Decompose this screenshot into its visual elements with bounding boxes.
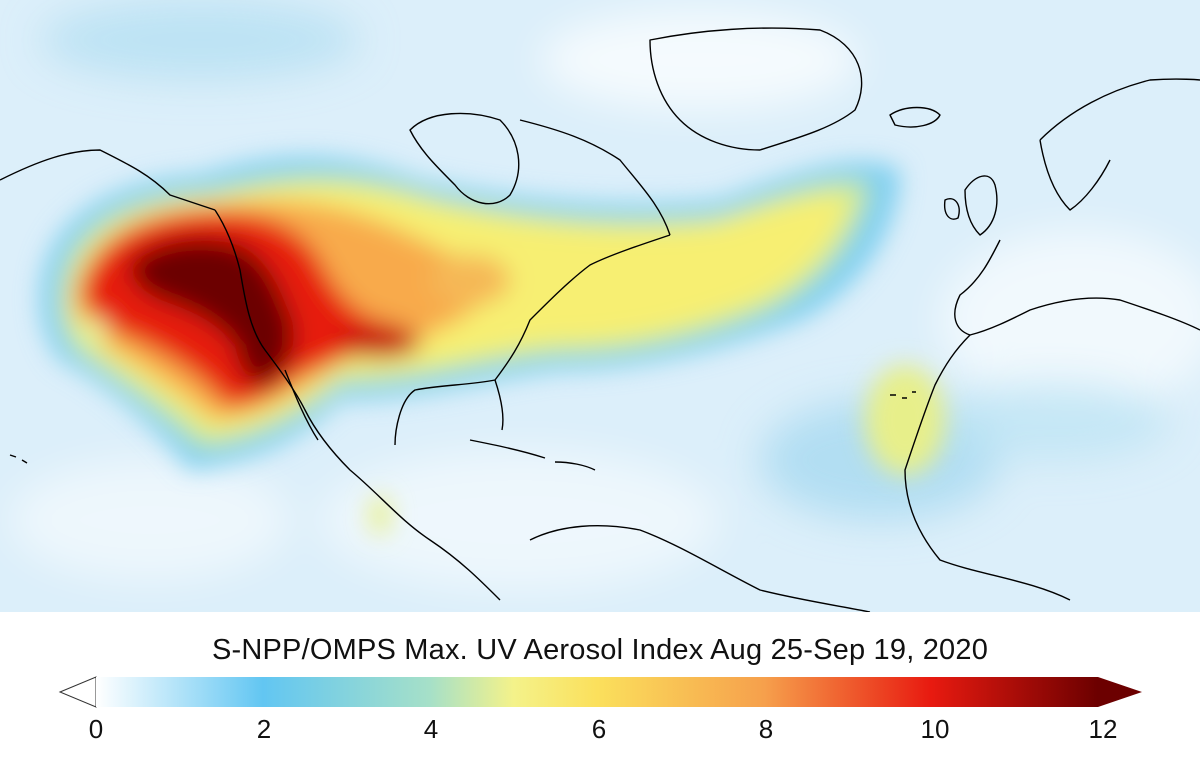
coast-europe [954,239,1200,336]
colorbar-tick-8: 8 [758,714,774,744]
colorbar [58,676,1142,708]
coast-cuba [469,439,546,459]
plume-yellow-africa [865,365,945,475]
colorbar-tick-4: 4 [423,714,439,744]
coast-baja [284,369,319,441]
coast-canaries [890,391,916,399]
coast-labrador [519,119,671,236]
coast-pacific-northwest [214,209,501,601]
colorbar-tick-0: 0 [88,714,104,744]
coast-ireland [943,198,960,220]
coast-hispaniola [554,461,596,471]
background-aerosol-field [10,0,1200,590]
coast-scandinavia [1039,78,1200,211]
smoke-plume [40,156,945,535]
aerosol-index-map [0,0,1200,612]
colorbar-tick-2: 2 [256,714,272,744]
coast-africa [904,334,1071,601]
plume-red-patch [340,326,420,358]
plume-yellow-pacific [370,495,390,535]
plume-orange-patch-east [430,255,510,305]
coast-britain [964,175,998,236]
colorbar-tick-10: 10 [920,714,950,744]
coast-hudson-bay [409,112,520,205]
plume-dark-red [129,238,294,386]
colorbar-tick-6: 6 [591,714,607,744]
colorbar-under-arrow [58,676,97,708]
map-title: S-NPP/OMPS Max. UV Aerosol Index Aug 25-… [211,634,989,666]
plume-yellow-eye [83,318,107,342]
colorbar-gradient [96,677,1098,707]
coast-florida [494,379,504,431]
colorbar-tick-12: 12 [1088,714,1118,744]
coast-hawaii [9,454,28,464]
coast-us-east [394,234,671,446]
coast-greenland [649,27,863,151]
coast-iceland [889,106,941,128]
coast-south-america [529,524,871,612]
colorbar-over-arrow [1098,677,1142,707]
coastlines [0,27,1200,612]
coast-alaska [0,149,216,211]
